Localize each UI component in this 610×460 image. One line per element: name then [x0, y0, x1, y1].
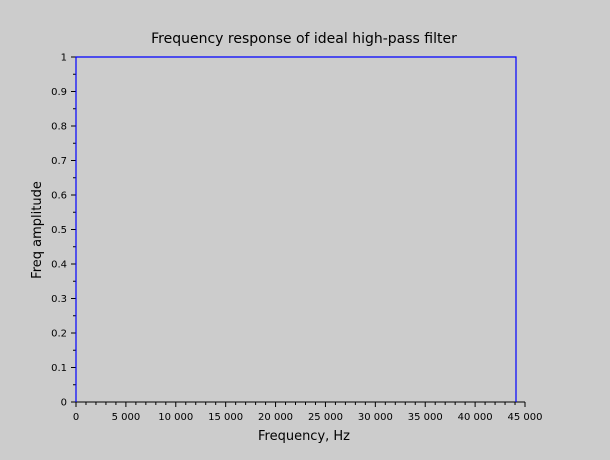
chart-title: Frequency response of ideal high-pass fi…	[151, 31, 457, 47]
x-tick-label: 45 000	[508, 412, 543, 423]
y-tick-label: 0.3	[51, 294, 67, 305]
y-axis: 0 0.1 0.2 0.3 0.4 0.5 0.6 0.7 0.8 0.9 1	[51, 53, 77, 409]
y-tick-label: 0.5	[51, 225, 67, 236]
x-tick-label: 25 000	[308, 412, 343, 423]
y-tick-label: 0.9	[51, 87, 67, 98]
x-tick-label: 15 000	[208, 412, 243, 423]
x-tick-label: 30 000	[358, 412, 393, 423]
y-tick-label: 0	[61, 398, 67, 409]
y-tick-label: 0.6	[51, 191, 67, 202]
x-axis-label: Frequency, Hz	[258, 429, 350, 444]
y-tick-label: 0.1	[51, 363, 67, 374]
x-tick-label: 40 000	[458, 412, 493, 423]
x-axis: 0 5 000 10 000 15 000 20 000 25 000 30 000 35 0…	[73, 401, 543, 423]
y-tick-label: 1	[61, 53, 67, 64]
y-tick-label: 0.2	[51, 329, 67, 340]
plot-series	[75, 56, 517, 402]
x-tick-label: 10 000	[158, 412, 193, 423]
y-axis-label: Freq amplitude	[30, 181, 45, 279]
series-line	[75, 56, 517, 402]
x-tick-label: 5 000	[112, 412, 141, 423]
x-tick-label: 35 000	[408, 412, 443, 423]
x-tick-label: 20 000	[258, 412, 293, 423]
y-tick-label: 0.8	[51, 122, 67, 133]
y-tick-label: 0.7	[51, 156, 67, 167]
y-tick-label: 0.4	[51, 260, 67, 271]
x-tick-label: 0	[73, 412, 79, 423]
